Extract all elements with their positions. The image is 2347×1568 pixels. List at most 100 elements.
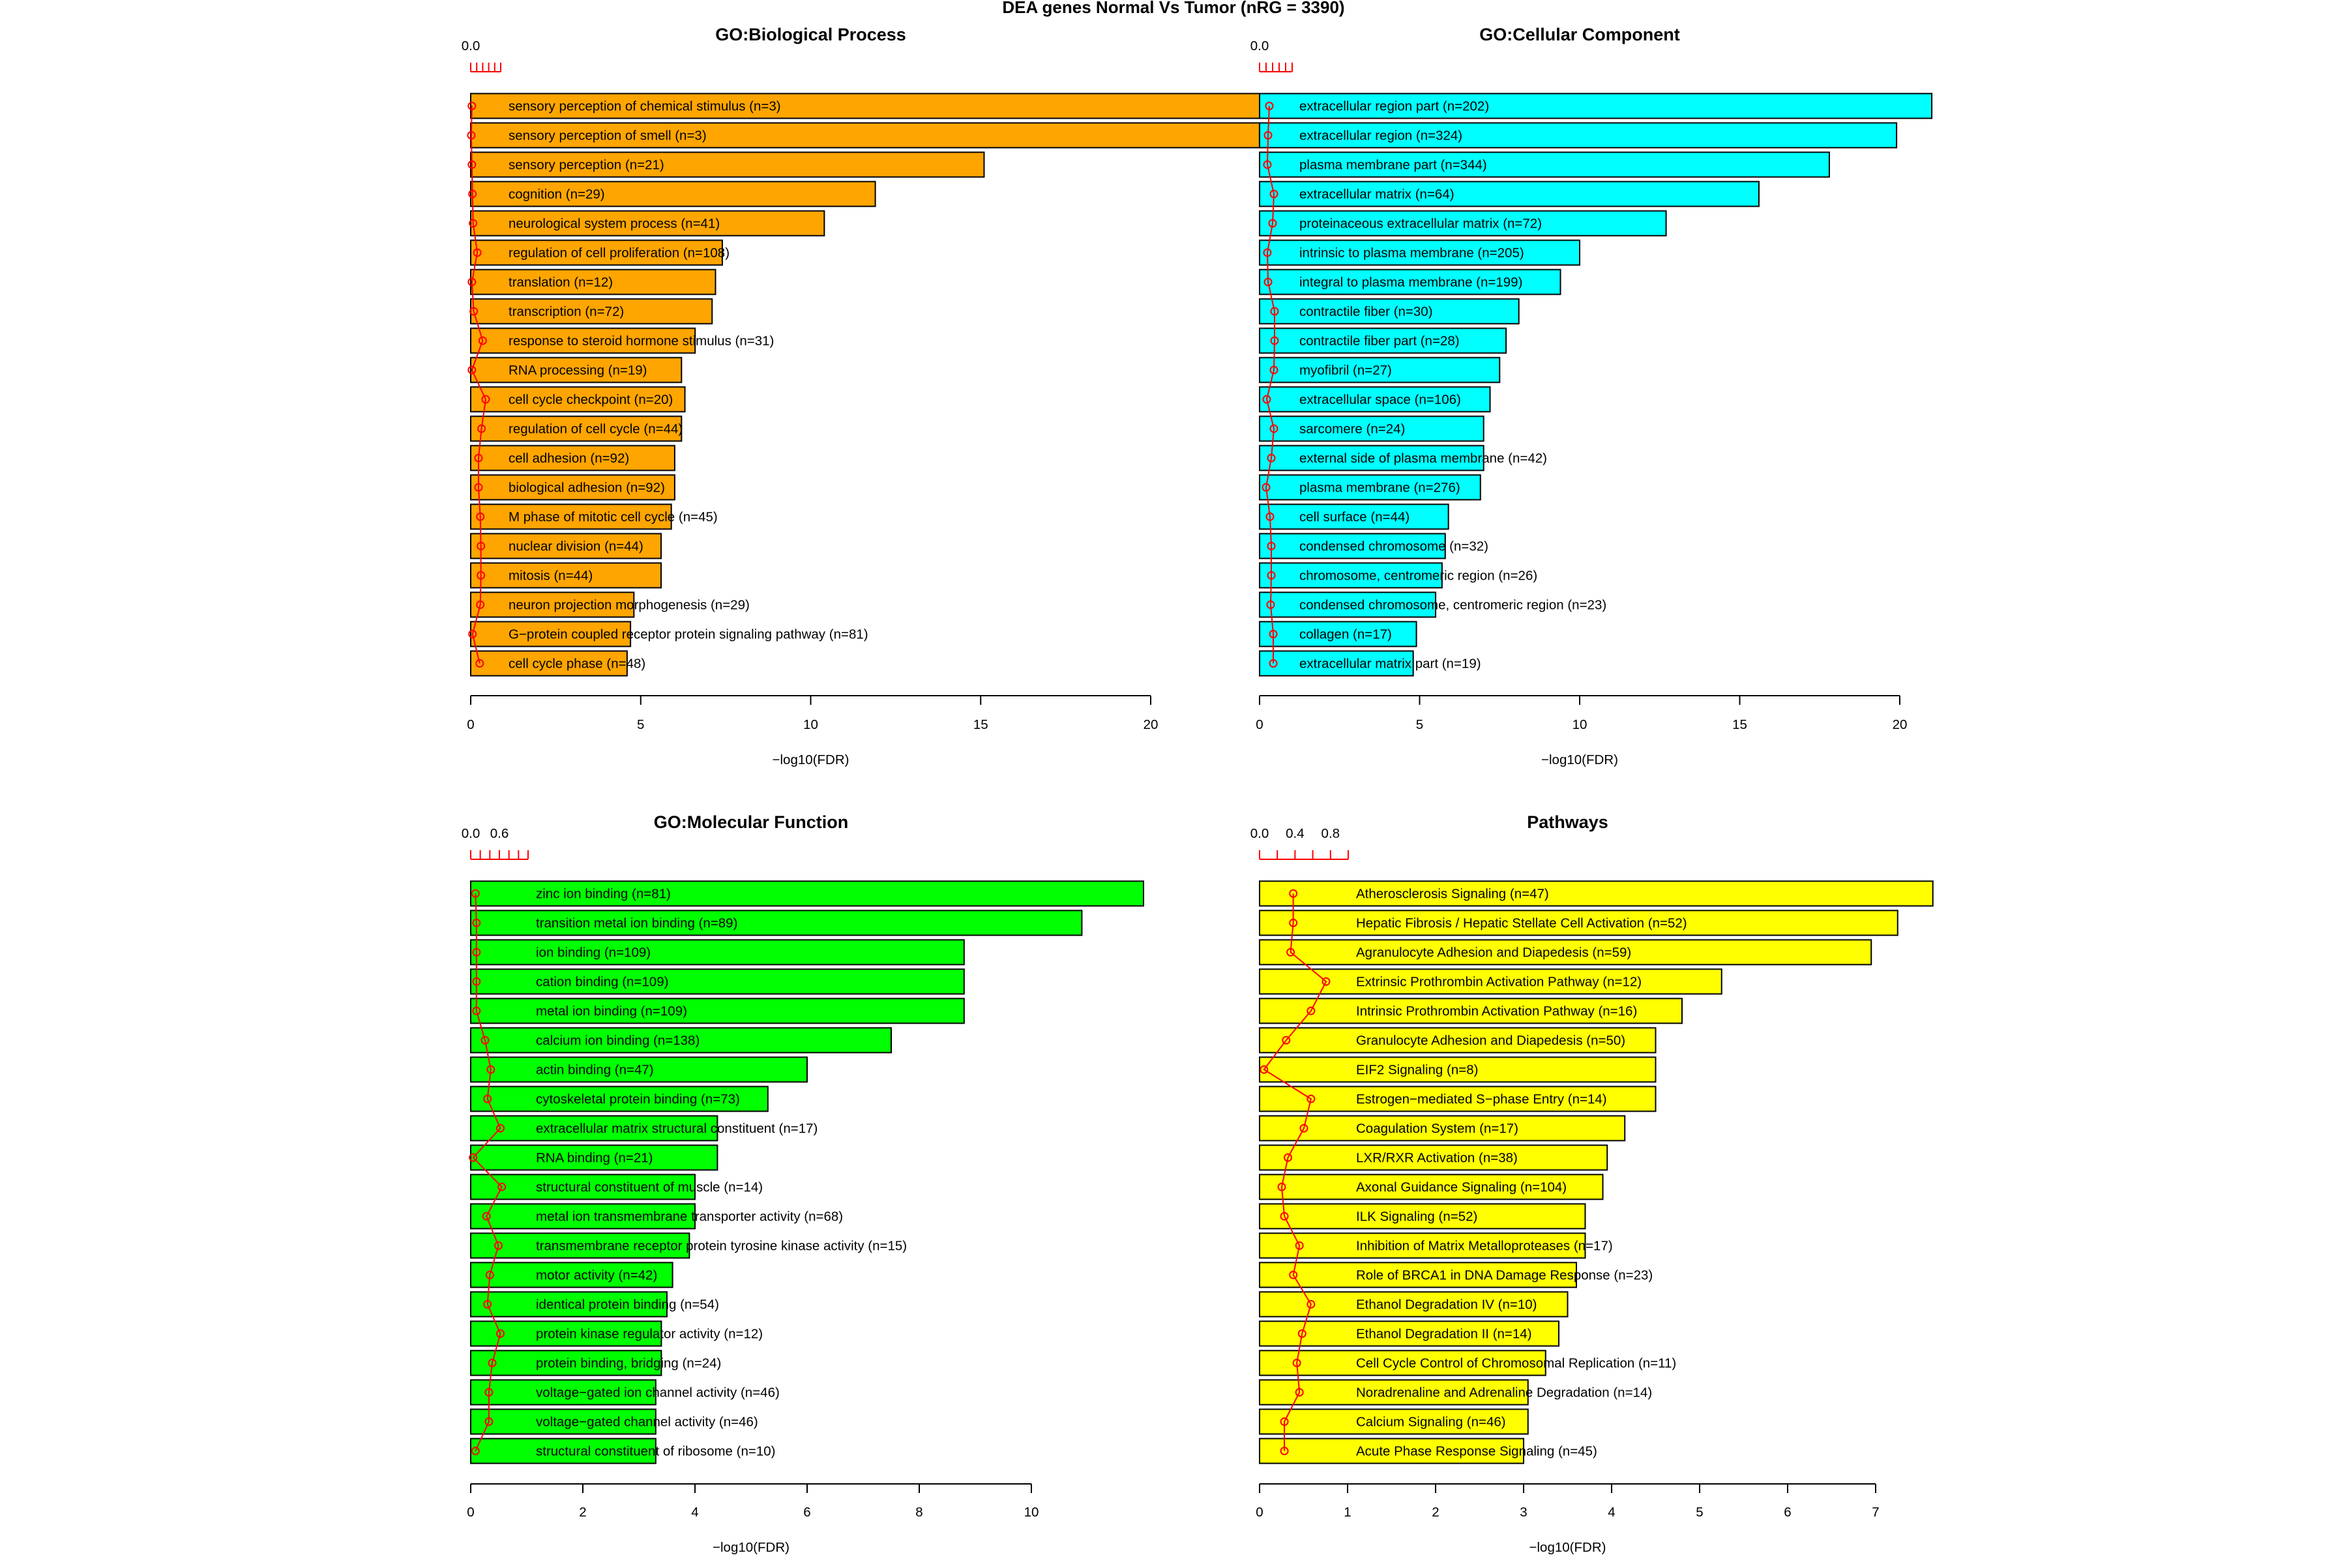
bar-label: Ethanol Degradation IV (n=10) — [1356, 1297, 1537, 1312]
bar-label: neuron projection morphogenesis (n=29) — [509, 598, 750, 613]
ratio-point — [473, 248, 482, 257]
bar-label: transmembrane receptor protein tyrosine … — [536, 1239, 907, 1254]
bar-label: extracellular matrix part (n=19) — [1299, 657, 1481, 672]
bar-label: RNA binding (n=21) — [536, 1151, 653, 1166]
bar-label: Acute Phase Response Signaling (n=45) — [1356, 1444, 1597, 1459]
ratio-point — [1295, 1241, 1304, 1250]
ratio-point — [483, 1095, 492, 1103]
bar-label: Role of BRCA1 in DNA Damage Response (n=… — [1356, 1268, 1653, 1283]
ratio-point — [1269, 190, 1278, 198]
chart-panel-3: GO:Molecular Function 0.0 0.6 zinc ion bind… — [462, 812, 1144, 1555]
ratio-point — [1297, 1329, 1306, 1338]
ratio-point — [1306, 1095, 1316, 1103]
bar-label: Estrogen−mediated S−phase Entry (n=14) — [1356, 1092, 1607, 1107]
bar — [1259, 269, 1561, 295]
ratio-point — [1280, 1212, 1289, 1220]
bar — [1259, 533, 1446, 559]
bar — [470, 1115, 718, 1142]
bar — [1259, 1320, 1559, 1347]
bar-label: sensory perception of chemical stimulus … — [509, 99, 781, 114]
ratio-point — [1280, 1447, 1289, 1455]
bars — [470, 93, 1264, 677]
bar — [1259, 968, 1722, 995]
x-tick-label: 0 — [1256, 1505, 1263, 1520]
bar — [470, 1027, 892, 1054]
bar — [1259, 998, 1683, 1024]
bar — [470, 269, 716, 295]
bar — [470, 939, 965, 966]
ratio-point — [1263, 278, 1273, 286]
x-tick-label: 5 — [637, 717, 644, 732]
bar-label: collagen (n=17) — [1299, 627, 1392, 642]
ratio-point — [474, 454, 483, 462]
chart-panel-1: GO:Biological Process 0.0 sensory percepti… — [462, 25, 1264, 767]
bar — [470, 386, 686, 413]
ratio-point — [485, 1271, 494, 1279]
panel-title: GO:Biological Process — [715, 25, 906, 44]
bar-label: structural constituent of muscle (n=14) — [536, 1180, 763, 1195]
x-tick-label: 15 — [1732, 717, 1747, 732]
ratio-point — [1262, 483, 1271, 492]
ratio-point — [472, 948, 481, 956]
x-tick-label: 7 — [1872, 1505, 1879, 1520]
ratio-point — [467, 160, 477, 169]
bar-label: sarcomere (n=24) — [1299, 422, 1405, 437]
bar — [1259, 445, 1484, 471]
bar-label: protein kinase regulator activity (n=12) — [536, 1327, 763, 1342]
ratio-point — [497, 1183, 507, 1191]
x-tick-label: 0 — [467, 717, 474, 732]
bar-label: identical protein binding (n=54) — [536, 1297, 719, 1312]
bar-label: transition metal ion binding (n=89) — [536, 916, 737, 931]
ratio-point — [472, 919, 481, 927]
bar-label: LXR/RXR Activation (n=38) — [1356, 1151, 1518, 1166]
bar-label: cell cycle checkpoint (n=20) — [509, 392, 673, 407]
bar — [1259, 181, 1760, 207]
bar-label: Noradrenaline and Adrenaline Degradation… — [1356, 1385, 1652, 1400]
x-tick-label: 8 — [915, 1505, 923, 1520]
ratio-point — [1282, 1036, 1291, 1044]
bar — [1259, 1203, 1586, 1230]
ratio-line — [1263, 893, 1327, 1451]
bar — [470, 445, 675, 471]
bar — [1259, 1408, 1529, 1435]
x-tick-label: 5 — [1416, 717, 1423, 732]
bar-label: Intrinsic Prothrombin Activation Pathway… — [1356, 1004, 1637, 1019]
ratio-point — [495, 1124, 505, 1132]
ratio-point — [477, 571, 486, 580]
ratio-point — [1286, 948, 1295, 956]
bar-label: cell surface (n=44) — [1299, 510, 1410, 525]
bars — [1259, 93, 1933, 677]
bar-label: external side of plasma membrane (n=42) — [1299, 451, 1547, 466]
ratio-points — [469, 889, 507, 1455]
bar — [470, 998, 965, 1024]
bar — [470, 503, 672, 530]
bar-label: G−protein coupled receptor protein signa… — [509, 627, 868, 642]
ratio-point — [476, 600, 485, 609]
ratio-point — [1289, 889, 1298, 898]
x-axis: 0 5 10 15 20 — [467, 695, 1159, 732]
bar — [470, 151, 985, 178]
bar-label: calcium ion binding (n=138) — [536, 1033, 700, 1048]
ratio-point — [1277, 1183, 1286, 1191]
ratio-point — [1265, 512, 1275, 521]
ratio-tick-label: 0.8 — [1321, 826, 1340, 841]
bar — [1259, 1086, 1657, 1112]
panel-title: GO:Molecular Function — [654, 812, 849, 832]
bar-labels: Atherosclerosis Signaling (n=47) Hepatic … — [1356, 887, 1687, 1459]
x-axis: 0 2 4 6 8 10 — [467, 1483, 1039, 1520]
bar-label: sensory perception (n=21) — [509, 158, 664, 173]
x-tick-label: 20 — [1144, 717, 1159, 732]
bar-label: cytoskeletal protein binding (n=73) — [536, 1092, 740, 1107]
ratio-point — [472, 977, 481, 986]
bar-label: intrinsic to plasma membrane (n=205) — [1299, 246, 1524, 261]
bar-label: response to steroid hormone stimulus (n=… — [509, 334, 774, 349]
bar — [1259, 210, 1667, 237]
ratio-point — [1284, 1153, 1293, 1162]
bar-label: Cell Cycle Control of Chromosomal Replic… — [1356, 1356, 1676, 1371]
bar — [1259, 1262, 1577, 1288]
bar-label: extracellular matrix structural constitu… — [536, 1121, 818, 1136]
bar-labels: sensory perception of chemical stimulus … — [509, 99, 868, 672]
bar-label: condensed chromosome, centromeric region… — [1299, 598, 1606, 613]
bar-label: regulation of cell proliferation (n=108) — [509, 246, 730, 261]
bar — [470, 591, 635, 618]
